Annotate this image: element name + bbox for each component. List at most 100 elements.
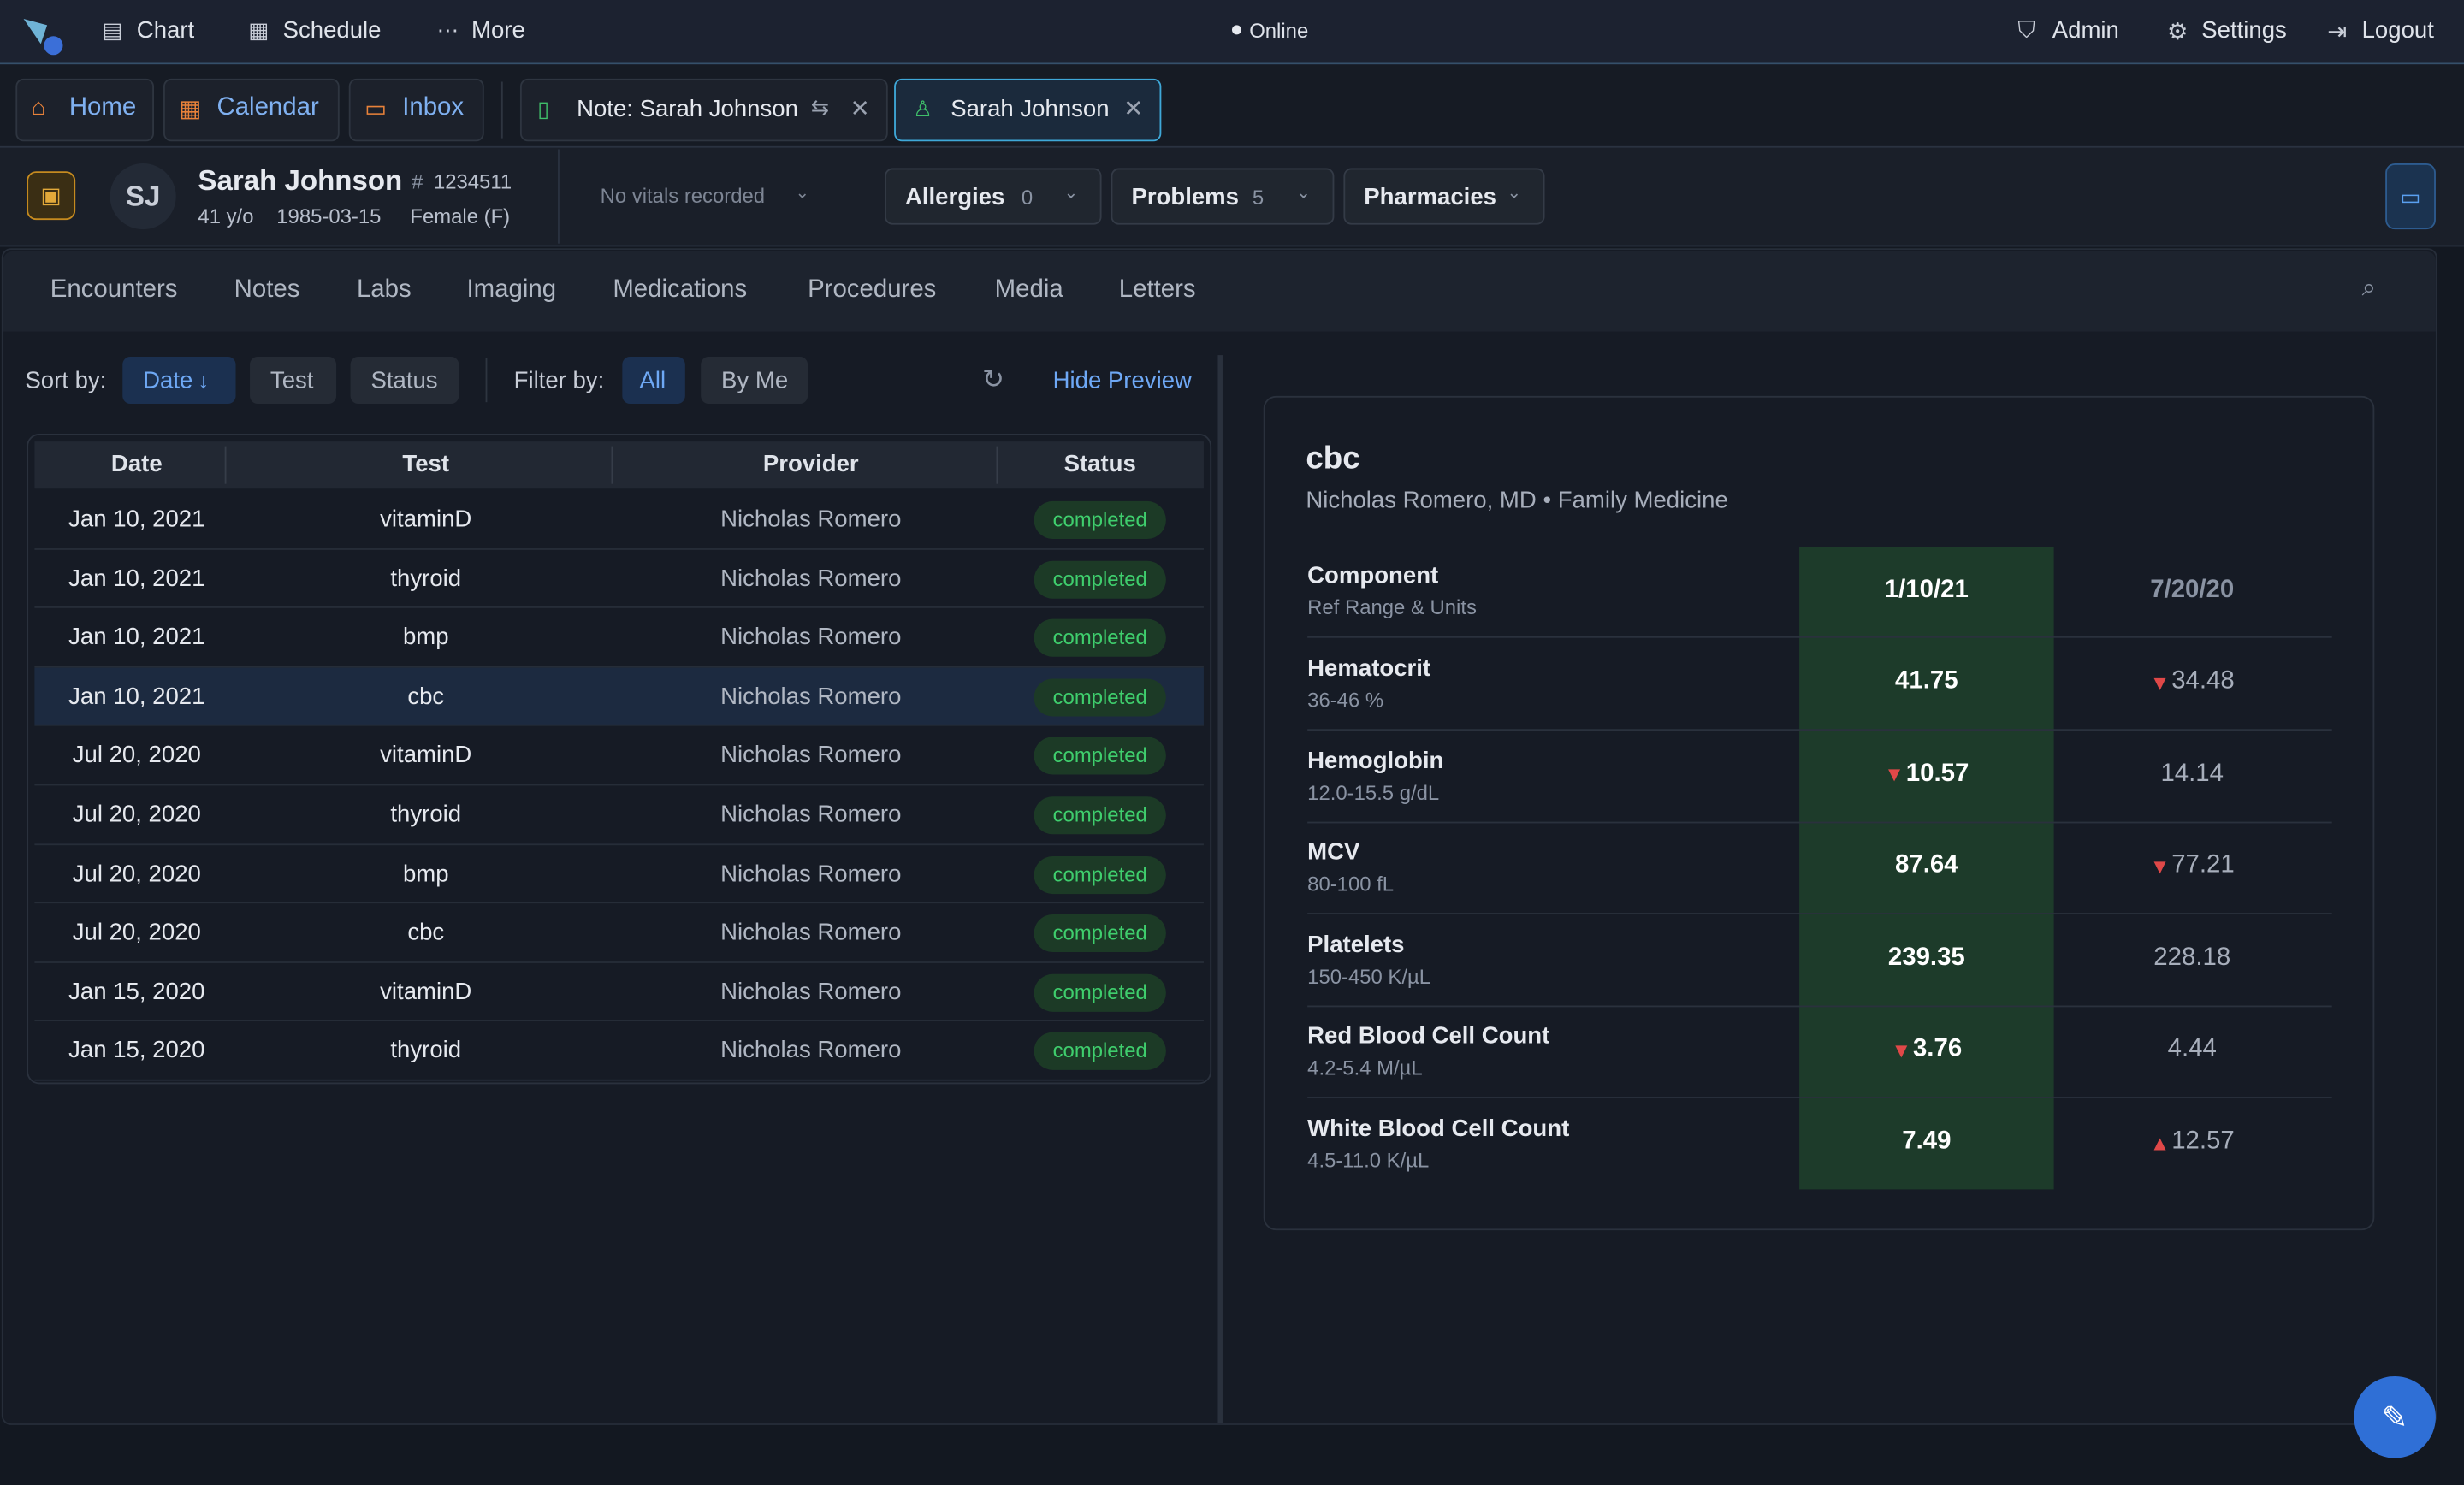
nav-item[interactable]: Schedule [282, 17, 382, 44]
value: 239.35 [1887, 944, 1965, 971]
close-icon[interactable]: ✕ [1123, 96, 1144, 123]
tab-label[interactable]: Calendar [216, 94, 319, 121]
tab-label[interactable]: Inbox [402, 94, 465, 121]
filter-option[interactable]: All [639, 367, 666, 395]
value: 3.76 [1912, 1036, 1963, 1063]
result-value: 4.44 [2066, 1036, 2318, 1064]
high-flag: ▲ [2149, 1130, 2171, 1155]
table-row[interactable] [34, 785, 1204, 845]
section-tab[interactable]: Imaging [466, 276, 557, 304]
pane-divider[interactable] [1217, 355, 1223, 1424]
value: 14.14 [2160, 760, 2224, 787]
date-header: 1/10/21 [1884, 577, 1969, 604]
sort-option[interactable]: Status [370, 367, 438, 395]
cell: Jan 15, 2020 [68, 978, 205, 1006]
action[interactable]: Admin [2052, 17, 2119, 44]
filter-option[interactable]: By Me [721, 367, 789, 395]
sort-option[interactable]: Test [270, 367, 314, 395]
chip-label[interactable]: Allergies [904, 183, 1005, 211]
sort-arrow: ↓ [198, 367, 210, 393]
section-tab[interactable]: Encounters [50, 276, 178, 304]
swap-icon[interactable]: ⇆ [810, 94, 830, 120]
table-row[interactable] [34, 963, 1204, 1022]
sort-button[interactable] [350, 356, 459, 405]
refresh-icon[interactable]: ↻ [981, 364, 1005, 395]
cell: Jan 15, 2020 [68, 1037, 205, 1065]
row-divider [1307, 1005, 2332, 1007]
sort-button[interactable] [250, 356, 337, 405]
component-name: MCV [1307, 839, 1360, 867]
divider [485, 358, 488, 403]
tab[interactable] [15, 78, 155, 142]
column-divider [611, 446, 613, 484]
tab[interactable] [348, 78, 484, 142]
patient-name: Sarah Johnson [198, 164, 403, 197]
component-name: Platelets [1307, 931, 1405, 959]
divider [500, 81, 503, 139]
section-tab[interactable]: Labs [356, 276, 412, 304]
nav-item[interactable]: More [471, 17, 525, 44]
chip[interactable] [885, 168, 1102, 225]
cell: Nicholas Romero [720, 1037, 902, 1065]
table-row[interactable] [34, 549, 1204, 609]
row-divider [1307, 820, 2332, 823]
section-tab[interactable]: Medications [613, 276, 748, 304]
column-header: Test [402, 451, 450, 478]
cell: Jul 20, 2020 [72, 860, 201, 888]
cell: bmp [402, 860, 449, 888]
sort-button[interactable] [122, 356, 236, 405]
tab-label[interactable]: Note: Sarah Johnson [577, 96, 798, 123]
cell: Jan 10, 2021 [68, 624, 205, 651]
status-badge: completed [1034, 500, 1166, 540]
filter-button[interactable] [701, 356, 808, 405]
chip[interactable] [1111, 168, 1335, 225]
close-icon[interactable]: ✕ [850, 96, 870, 123]
tab-label[interactable]: Home [68, 94, 137, 121]
cell: Nicholas Romero [720, 506, 902, 533]
sex: Female (F) [410, 204, 511, 228]
nav-item[interactable]: Chart [136, 17, 195, 44]
cell: cbc [407, 683, 445, 710]
assistant-button[interactable]: ✎ [2354, 1376, 2436, 1458]
vitals[interactable]: No vitals recorded [600, 183, 766, 208]
chevron: ⌄ [1507, 183, 1522, 203]
table-row[interactable] [34, 1022, 1204, 1081]
patient-icon[interactable]: ▣ [27, 171, 76, 221]
section-tab[interactable]: Notes [234, 276, 300, 304]
top-bar [0, 0, 2464, 65]
tab[interactable] [519, 78, 888, 142]
table-header [34, 441, 1204, 489]
chip-label[interactable]: Problems [1131, 183, 1240, 211]
tab[interactable] [163, 78, 340, 142]
component-range: 150-450 K/µL [1307, 964, 1431, 988]
sort-option[interactable]: Date [143, 367, 193, 395]
hide-preview[interactable]: Hide Preview [1052, 367, 1192, 395]
section-tab[interactable]: Procedures [808, 276, 937, 304]
cell: Jan 10, 2021 [68, 506, 205, 533]
table-row[interactable] [34, 844, 1204, 904]
section-tab[interactable]: Media [994, 276, 1063, 304]
section-tab[interactable]: Letters [1118, 276, 1196, 304]
table-row[interactable] [34, 608, 1204, 668]
column-header: Status [1063, 451, 1136, 478]
tab-label[interactable]: Sarah Johnson [951, 96, 1110, 123]
range-header: Ref Range & Units [1307, 595, 1477, 619]
chip-label[interactable]: Pharmacies [1364, 183, 1497, 211]
table-row[interactable] [34, 490, 1204, 550]
search-icon[interactable]: ⌕ [2361, 275, 2377, 302]
chip[interactable] [1343, 168, 1545, 225]
cell: thyroid [390, 801, 462, 828]
tab[interactable] [894, 78, 1162, 142]
table-row[interactable] [34, 903, 1204, 963]
action[interactable]: Logout [2361, 17, 2434, 44]
table-row[interactable] [34, 667, 1204, 727]
cell: Nicholas Romero [720, 978, 902, 1006]
display-button[interactable]: ▭ [2385, 163, 2436, 230]
table-row[interactable] [34, 726, 1204, 786]
action[interactable]: Settings [2201, 17, 2287, 44]
nav-icon: ▦ [248, 17, 270, 43]
value: 34.48 [2171, 667, 2235, 695]
filter-button[interactable] [622, 356, 685, 405]
value: 7.49 [1902, 1127, 1952, 1156]
